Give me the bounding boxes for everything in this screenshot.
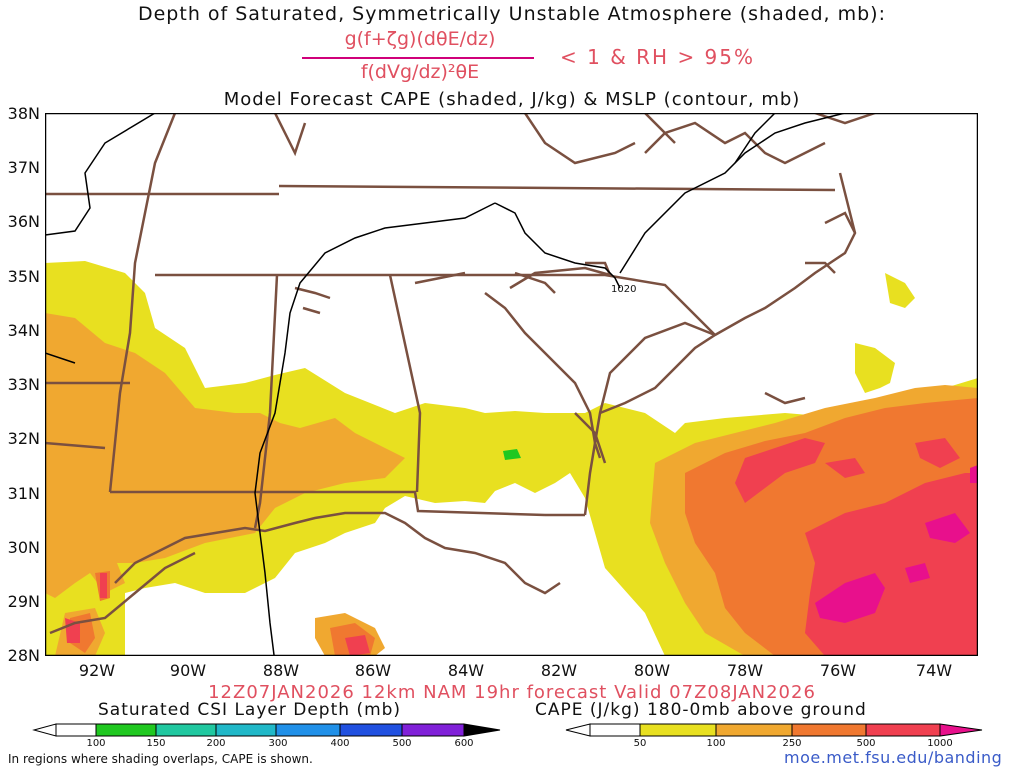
lon-label: 88W xyxy=(262,661,300,680)
isobar-label: 1020 xyxy=(611,284,636,295)
csi-colorbar xyxy=(32,723,501,737)
lon-label: 76W xyxy=(819,661,857,680)
cape-tick: 500 xyxy=(856,738,876,749)
lon-label: 86W xyxy=(354,661,392,680)
csi-legend-title: Saturated CSI Layer Depth (mb) xyxy=(98,700,402,720)
csi-tick: 100 xyxy=(86,738,106,749)
lat-label: 28N xyxy=(7,646,40,665)
equation-denominator: f(dVg/dz)²θE xyxy=(360,61,480,83)
cape-tick: 1000 xyxy=(927,738,953,749)
csi-tick: 200 xyxy=(206,738,226,749)
lat-label: 30N xyxy=(7,538,40,557)
lat-label: 36N xyxy=(7,212,40,231)
csi-tick: 500 xyxy=(392,738,412,749)
lat-label: 34N xyxy=(7,321,40,340)
site-link[interactable]: moe.met.fsu.edu/banding xyxy=(784,748,1003,767)
lat-label: 35N xyxy=(7,267,40,286)
lat-label: 33N xyxy=(7,375,40,394)
mslp-isobar xyxy=(45,113,846,656)
colorbars xyxy=(32,723,983,737)
lat-label: 29N xyxy=(7,592,40,611)
valid-time-text: 12Z07JAN2026 12km NAM 19hr forecast Vali… xyxy=(208,682,816,703)
equation-numerator: g(f+ζg)(dθE/dz) xyxy=(344,28,496,50)
cape-colorbar xyxy=(565,723,983,737)
cape-tick: 50 xyxy=(633,738,647,749)
csi-tick: 150 xyxy=(146,738,166,749)
lat-label: 31N xyxy=(7,484,40,503)
lon-label: 80W xyxy=(633,661,671,680)
cape-tick: 250 xyxy=(782,738,802,749)
map-frame xyxy=(45,113,978,656)
title-line-2: Model Forecast CAPE (shaded, J/kg) & MSL… xyxy=(223,89,801,110)
title-line-1: Depth of Saturated, Symmetrically Unstab… xyxy=(137,3,886,25)
csi-tick: 300 xyxy=(268,738,288,749)
lon-label: 84W xyxy=(447,661,485,680)
overlap-note: In regions where shading overlaps, CAPE … xyxy=(8,752,313,766)
lon-label: 82W xyxy=(540,661,578,680)
equation-condition: < 1 & RH > 95% xyxy=(560,45,756,69)
lat-label: 37N xyxy=(7,158,40,177)
csi-tick: 400 xyxy=(330,738,350,749)
csi-tick: 600 xyxy=(454,738,474,749)
lat-label: 38N xyxy=(7,104,40,123)
cape-legend-title: CAPE (J/kg) 180-0mb above ground xyxy=(535,700,867,720)
lon-label: 90W xyxy=(169,661,207,680)
lat-label: 32N xyxy=(7,429,40,448)
csi-shading xyxy=(503,449,521,460)
equation-fraction-bar xyxy=(302,57,534,59)
lon-label: 92W xyxy=(78,661,116,680)
lon-label: 74W xyxy=(915,661,953,680)
cape-tick: 100 xyxy=(706,738,726,749)
forecast-map: 1020 xyxy=(45,113,978,656)
lon-label: 78W xyxy=(726,661,764,680)
